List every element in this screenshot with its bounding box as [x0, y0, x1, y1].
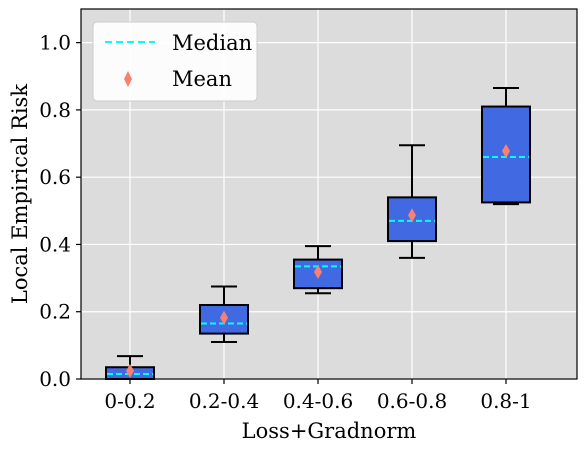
y-tick-label: 0.0 [39, 367, 71, 391]
x-tick-label: 0.4-0.6 [283, 389, 353, 413]
y-tick-label: 0.8 [39, 98, 71, 122]
box-0.8-1 [481, 87, 531, 206]
y-tick-label: 0.6 [39, 165, 71, 189]
mean-marker [126, 363, 134, 378]
x-tick-label: 0.8-1 [480, 389, 531, 413]
y-axis-label: Local Empirical Risk [8, 84, 32, 304]
mean-marker [220, 310, 228, 325]
legend-mean-marker [124, 71, 132, 87]
mean-marker [408, 208, 416, 223]
legend: Median Mean [92, 21, 258, 102]
box-0.4-0.6 [293, 245, 343, 295]
legend-mean-label: Mean [172, 67, 232, 91]
x-tick-label: 0-0.2 [104, 389, 155, 413]
x-tick-label: 0.6-0.8 [377, 389, 447, 413]
box-0.6-0.8 [387, 144, 437, 259]
y-tick-label: 1.0 [39, 31, 71, 55]
y-tick-label: 0.2 [39, 300, 71, 324]
x-tick-label: 0.2-0.4 [189, 389, 259, 413]
x-axis-label: Loss+Gradnorm [242, 419, 417, 443]
legend-median-label: Median [172, 31, 252, 55]
box-0.2-0.4 [199, 285, 249, 343]
box-series [105, 87, 531, 380]
plot-frame [80, 8, 578, 380]
mean-marker [502, 143, 510, 158]
y-tick-label: 0.4 [39, 232, 71, 256]
mean-marker [314, 265, 322, 280]
axis-ticks: 0.0 0.2 0.4 0.6 0.8 1.0 0-0.2 0.2-0.4 0.4-0.6 0.6… [39, 31, 531, 413]
